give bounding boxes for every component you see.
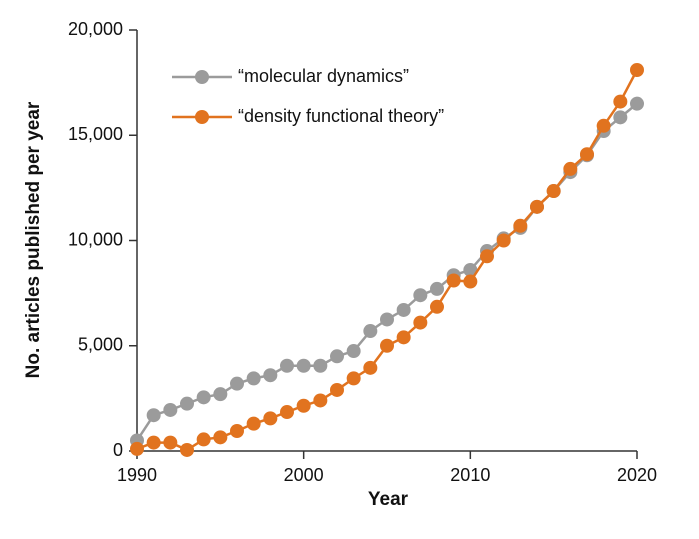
data-point xyxy=(146,408,161,423)
data-point xyxy=(480,249,494,264)
x-axis-title: Year xyxy=(368,489,409,510)
data-point xyxy=(630,62,644,77)
y-axis-title: No. articles published per year xyxy=(23,101,44,378)
series-line xyxy=(135,102,638,442)
data-point xyxy=(246,416,261,431)
x-tick-label: 2010 xyxy=(450,465,490,485)
data-point xyxy=(430,281,444,296)
data-point xyxy=(330,382,344,397)
data-point xyxy=(130,441,144,456)
data-point xyxy=(380,312,394,327)
data-point xyxy=(213,387,228,402)
legend-marker xyxy=(195,70,209,84)
data-point xyxy=(530,199,544,214)
data-point xyxy=(296,398,311,413)
data-point xyxy=(413,315,428,330)
data-point xyxy=(396,302,411,317)
legend-marker xyxy=(195,110,209,124)
data-point xyxy=(313,358,328,373)
data-point xyxy=(363,360,378,375)
x-tick-label: 2020 xyxy=(617,465,657,485)
data-point xyxy=(396,330,411,345)
x-tick-label: 1990 xyxy=(117,465,157,485)
data-point xyxy=(180,442,194,457)
data-point xyxy=(596,118,611,133)
y-tick-label: 10,000 xyxy=(68,229,123,249)
data-point xyxy=(346,344,361,359)
y-tick-label: 0 xyxy=(113,440,123,460)
data-point xyxy=(163,402,178,417)
data-point xyxy=(230,424,244,439)
data-point xyxy=(213,430,228,445)
data-point xyxy=(196,390,211,405)
data-point xyxy=(230,376,244,391)
data-point xyxy=(580,147,594,162)
data-point xyxy=(296,358,311,373)
data-point xyxy=(330,349,344,364)
y-tick-label: 20,000 xyxy=(68,19,123,39)
data-point xyxy=(513,218,528,233)
data-point xyxy=(180,396,194,411)
series-line xyxy=(136,69,639,452)
data-point xyxy=(413,288,428,303)
data-point xyxy=(280,358,294,373)
data-point xyxy=(263,368,278,383)
data-point xyxy=(446,273,461,288)
data-point xyxy=(346,371,361,386)
data-point xyxy=(496,233,511,248)
data-point xyxy=(246,371,261,386)
data-point xyxy=(313,393,328,408)
data-point xyxy=(613,94,628,109)
data-point xyxy=(263,411,278,426)
legend-label: “molecular dynamics” xyxy=(238,66,409,86)
data-point xyxy=(630,96,644,111)
y-tick-label: 15,000 xyxy=(68,124,123,144)
data-point xyxy=(463,262,478,277)
data-point xyxy=(613,110,628,125)
data-point xyxy=(546,184,561,199)
x-tick-label: 2000 xyxy=(284,465,324,485)
legend-label: “density functional theory” xyxy=(238,106,444,126)
data-point xyxy=(146,435,161,450)
data-point xyxy=(363,324,378,339)
data-point xyxy=(163,435,178,450)
data-point xyxy=(380,338,394,353)
data-point xyxy=(463,274,478,289)
data-point xyxy=(280,405,294,420)
data-point xyxy=(430,299,444,314)
data-point xyxy=(196,432,211,447)
data-point xyxy=(563,161,578,176)
y-tick-label: 5,000 xyxy=(78,335,123,355)
